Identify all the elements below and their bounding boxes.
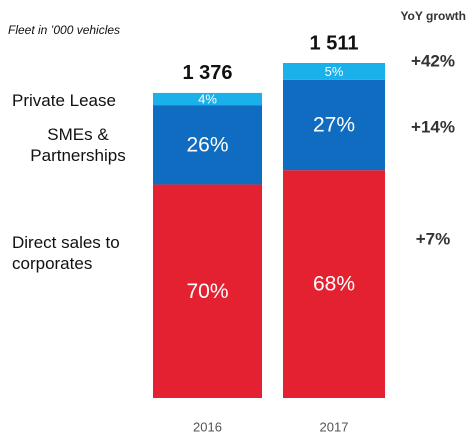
bar-segment xyxy=(153,105,262,185)
value-label: 70% xyxy=(186,280,228,303)
growth-label: +7% xyxy=(416,229,451,248)
bar-segment xyxy=(283,63,385,80)
total-label: 1 511 xyxy=(310,32,359,54)
subtitle: Fleet in ’000 vehicles xyxy=(8,23,120,37)
growth-label: +42% xyxy=(411,51,455,70)
value-label: 5% xyxy=(325,64,344,79)
bar-segment xyxy=(153,184,262,398)
bar-segment xyxy=(153,92,262,106)
x-tick-label: 2017 xyxy=(320,419,349,434)
value-label: 27% xyxy=(313,114,355,137)
growth-title: YoY growth xyxy=(400,9,466,23)
legend-label: Direct sales to corporates xyxy=(12,233,120,273)
growth-label: +14% xyxy=(411,117,455,136)
x-tick-label: 2016 xyxy=(193,419,222,434)
legend-label: SMEs & Partnerships xyxy=(30,125,126,165)
value-label: 68% xyxy=(313,273,355,296)
value-label: 26% xyxy=(186,133,228,156)
value-label: 4% xyxy=(198,91,217,106)
bar-segment xyxy=(283,79,385,171)
legend-label: Private Lease xyxy=(12,91,116,110)
bar-segment xyxy=(283,170,385,398)
total-label: 1 376 xyxy=(182,62,232,84)
